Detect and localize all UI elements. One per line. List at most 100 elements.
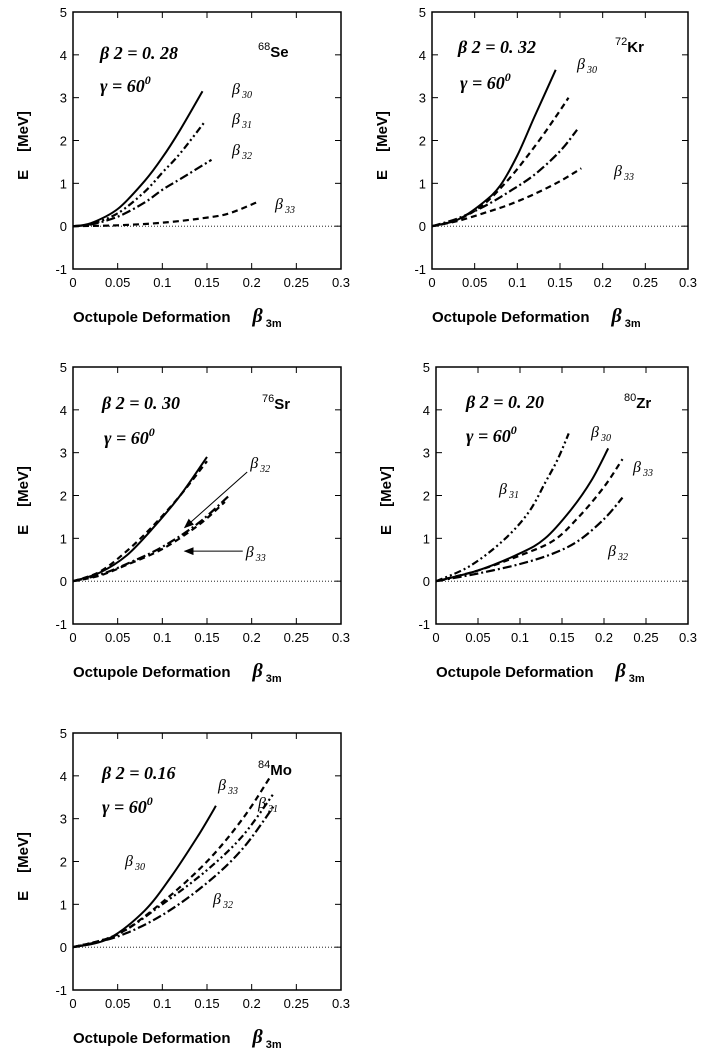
series-label-32: β 32 — [231, 142, 252, 162]
x-axis-label: Octupole Deformation β 3m — [432, 305, 641, 330]
y-tick-label: 0 — [60, 219, 67, 234]
y-tick-label: 0 — [423, 574, 430, 589]
y-axis-label: E [MeV] — [15, 466, 32, 535]
y-tick-label: 4 — [419, 48, 426, 63]
y-tick-label: -1 — [418, 617, 430, 632]
series-line-30 — [72, 90, 204, 228]
y-tick-label: 1 — [419, 176, 426, 191]
y-tick-label: 5 — [419, 5, 426, 20]
x-tick-label: 0.15 — [547, 275, 572, 290]
y-tick-label: -1 — [55, 262, 67, 277]
series-label-beta: β — [217, 777, 226, 794]
gamma-text: γ = 60 — [466, 426, 511, 446]
x-tick-label: 0.25 — [284, 996, 309, 1011]
nucleus-mass: 76 — [262, 393, 274, 405]
gamma-sup: 0 — [505, 70, 511, 84]
x-axis-label-text: Octupole Deformation — [436, 664, 594, 681]
series-label-sub: 31 — [508, 490, 519, 501]
x-axis-label: Octupole Deformation β 3m — [73, 305, 282, 330]
x-axis-label: Octupole Deformation β 3m — [436, 660, 645, 685]
series-label-31: β 31 — [498, 481, 519, 501]
annotation-label-beta: β — [245, 544, 254, 561]
y-axis-label-text: E — [15, 170, 32, 180]
series-label-beta: β — [590, 424, 599, 441]
nucleus-mass: 68 — [258, 41, 270, 53]
x-tick-label: 0.3 — [332, 996, 350, 1011]
series-label-sub: 30 — [241, 90, 252, 101]
gamma-text: γ = 60 — [100, 76, 145, 96]
series-label-32: β 32 — [607, 543, 628, 563]
x-axis-symbol: β — [611, 305, 623, 327]
y-axis-unit: [MeV] — [15, 832, 32, 873]
gamma-sup: 0 — [149, 425, 155, 439]
x-tick-label: 0.1 — [153, 630, 171, 645]
x-axis-label: Octupole Deformation β 3m — [73, 660, 282, 685]
x-tick-label: 0.15 — [194, 996, 219, 1011]
x-axis-symbol: β — [252, 660, 264, 682]
y-axis-label: E [MeV] — [15, 832, 32, 901]
y-axis-label-text: E — [378, 525, 395, 535]
nucleus-symbol: Sr — [274, 396, 290, 413]
gamma-label: γ = 600 — [102, 794, 153, 817]
series-label-30: β 30 — [231, 81, 252, 101]
y-tick-label: 5 — [60, 5, 67, 20]
x-tick-label: 0.2 — [243, 630, 261, 645]
nucleus-symbol: Kr — [627, 39, 644, 56]
y-tick-label: 1 — [60, 531, 67, 546]
series-label-beta: β — [632, 459, 641, 476]
y-tick-label: 3 — [60, 812, 67, 827]
beta2-label: β 2 = 0. 28 — [99, 43, 178, 63]
x-axis-label-text: Octupole Deformation — [73, 1030, 231, 1047]
series-line-31 — [72, 460, 208, 583]
y-tick-label: 0 — [419, 219, 426, 234]
y-tick-label: 5 — [423, 360, 430, 375]
series-line-30 — [435, 447, 610, 583]
y-tick-label: 4 — [423, 403, 430, 418]
series-line-30 — [431, 69, 557, 228]
x-tick-label: 0.25 — [633, 630, 658, 645]
series-label-beta: β — [498, 481, 507, 498]
gamma-label: γ = 600 — [466, 423, 517, 446]
y-axis-unit: [MeV] — [378, 466, 395, 507]
x-tick-label: 0.05 — [105, 996, 130, 1011]
x-tick-label: 0.05 — [465, 630, 490, 645]
x-tick-label: 0.1 — [153, 275, 171, 290]
annotation-label-sub: 33 — [255, 553, 266, 564]
x-tick-label: 0.05 — [105, 275, 130, 290]
x-tick-label: 0.2 — [594, 275, 612, 290]
series-label-sub: 31 — [267, 804, 278, 815]
y-axis-unit: [MeV] — [15, 466, 32, 507]
annotation-label-33: β 33 — [245, 544, 266, 564]
y-tick-label: 3 — [60, 91, 67, 106]
series-line-33 — [72, 501, 226, 583]
y-tick-label: 1 — [60, 897, 67, 912]
x-axis-symbol-sub: 3m — [266, 1039, 282, 1051]
y-tick-label: -1 — [55, 983, 67, 998]
y-tick-label: 1 — [60, 176, 67, 191]
series-label-sub: 30 — [134, 862, 145, 873]
nucleus-label: 76Sr — [262, 393, 290, 413]
series-line-31 — [72, 120, 207, 228]
x-axis-symbol-sub: 3m — [266, 318, 282, 330]
beta2-label: β 2 = 0. 30 — [101, 393, 180, 413]
x-tick-label: 0.2 — [595, 630, 613, 645]
nucleus-label: 80Zr — [624, 392, 651, 412]
nucleus-symbol: Zr — [636, 395, 651, 412]
x-tick-label: 0 — [428, 275, 435, 290]
y-tick-label: 4 — [60, 403, 67, 418]
y-axis-label-text: E — [374, 170, 391, 180]
y-tick-label: -1 — [55, 617, 67, 632]
x-tick-label: 0.3 — [332, 630, 350, 645]
x-tick-label: 0.25 — [284, 630, 309, 645]
x-axis-label-text: Octupole Deformation — [432, 309, 590, 326]
series-line-31 — [435, 432, 570, 583]
nucleus-label: 84Mo — [258, 759, 292, 779]
series-label-beta: β — [231, 142, 240, 159]
series-label-sub: 30 — [586, 65, 597, 76]
nucleus-label: 72Kr — [615, 36, 644, 56]
y-tick-label: 0 — [60, 574, 67, 589]
